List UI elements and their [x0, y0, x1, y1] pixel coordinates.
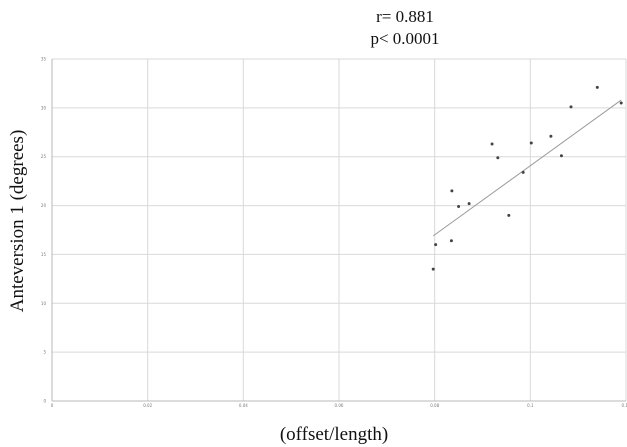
- x-tick-label: 0.1: [527, 403, 534, 408]
- x-axis-title: (offset/length): [280, 424, 388, 445]
- y-tick-label: 20: [41, 203, 47, 208]
- correlation-text: r= 0.881: [376, 7, 434, 26]
- p-value-text: p< 0.0001: [370, 29, 440, 48]
- data-point: [569, 105, 573, 109]
- x-tick-label: 0.04: [239, 403, 248, 408]
- data-point: [490, 142, 494, 146]
- y-tick-label: 0: [43, 399, 46, 404]
- y-tick-label: 35: [41, 57, 47, 62]
- data-point: [549, 134, 553, 138]
- stats-annotation: r= 0.881 p< 0.0001: [330, 6, 480, 50]
- data-points: [431, 85, 623, 271]
- x-tick-label: 0.06: [335, 403, 344, 408]
- y-tick-label: 10: [41, 301, 47, 306]
- grid: [52, 58, 627, 401]
- x-tick-label: 0.08: [430, 403, 439, 408]
- tick-labels: 0 0.02 0.04 0.06 0.08 0.1 0.12 0 5 10 15 20 25 30 35: [41, 57, 627, 409]
- data-point: [619, 101, 623, 105]
- data-point: [521, 170, 525, 174]
- data-point: [507, 213, 511, 217]
- x-tick-label: 0.12: [622, 403, 627, 408]
- y-tick-label: 25: [41, 154, 47, 159]
- y-tick-label: 15: [41, 252, 47, 257]
- data-point: [559, 154, 563, 158]
- axes: [51, 59, 626, 402]
- data-point: [449, 239, 453, 243]
- y-tick-label: 30: [41, 105, 47, 110]
- data-point: [467, 202, 471, 206]
- data-point: [431, 267, 435, 271]
- trendline: [432, 99, 622, 237]
- trendline-group: [432, 99, 622, 237]
- data-point: [457, 205, 461, 209]
- x-tick-label: 0: [51, 403, 54, 408]
- data-point: [595, 85, 599, 89]
- data-point: [450, 189, 454, 193]
- y-axis-title: Anteversion 1 (degrees): [7, 130, 28, 313]
- data-point: [434, 243, 438, 247]
- x-tick-label: 0.02: [143, 403, 152, 408]
- data-point: [496, 156, 500, 160]
- y-tick-label: 5: [43, 350, 46, 355]
- data-point: [529, 141, 533, 145]
